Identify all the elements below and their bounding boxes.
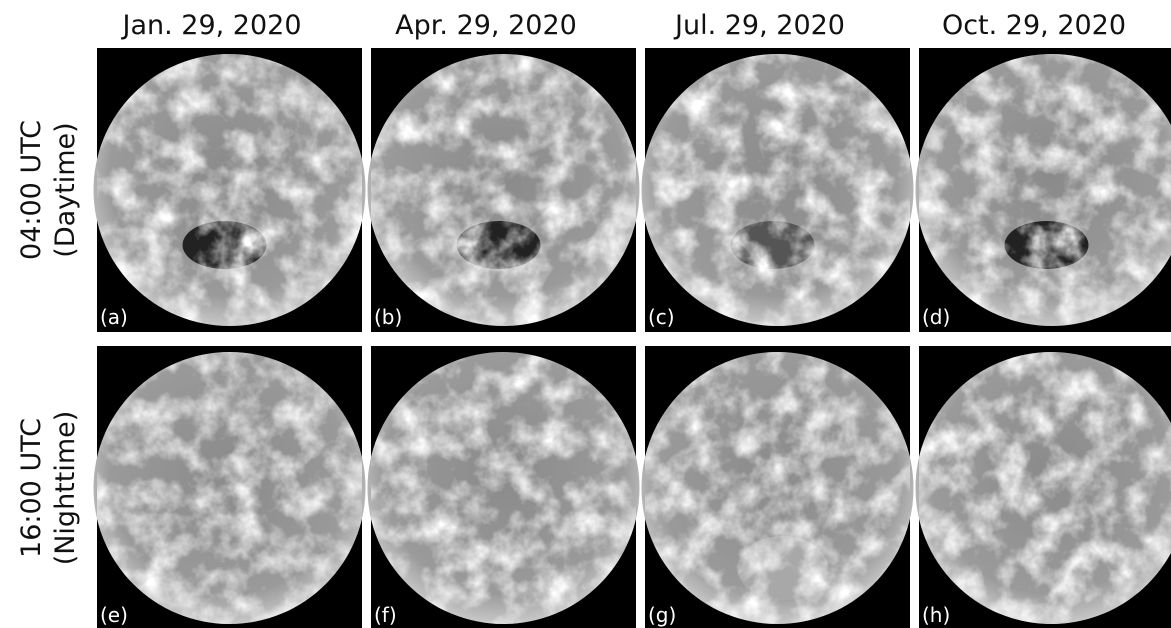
row-label-line: 16:00 UTC [16, 418, 47, 558]
panel-label: (b) [374, 305, 402, 329]
row-label-line: (Nighttime) [50, 411, 81, 566]
panel-label: (d) [922, 305, 950, 329]
panel-label: (f) [374, 603, 397, 627]
satellite-panel: (a) [94, 48, 366, 332]
row-label-line: (Daytime) [50, 122, 81, 257]
clouds [371, 48, 636, 332]
panel-label: (c) [648, 305, 675, 329]
satellite-panel: (h) [916, 346, 1171, 628]
column-title: Jan. 29, 2020 [120, 10, 301, 41]
satellite-panel: (d) [916, 48, 1171, 332]
satellite-panel: (b) [368, 48, 640, 332]
row-label: 16:00 UTC(Nighttime) [16, 411, 81, 566]
clouds [645, 48, 910, 332]
column-title: Oct. 29, 2020 [942, 10, 1126, 41]
column-title: Apr. 29, 2020 [395, 10, 577, 41]
figure: Jan. 29, 2020 Apr. 29, 2020 Jul. 29, 2020 O… [0, 0, 1171, 628]
row-label-line: 04:00 UTC [16, 120, 47, 260]
row-label: 04:00 UTC(Daytime) [16, 120, 81, 260]
panel-label: (a) [100, 305, 128, 329]
satellite-panel: (g) [642, 346, 914, 628]
clouds [97, 48, 362, 332]
panel-label: (g) [648, 603, 676, 627]
satellite-panel: (c) [642, 48, 914, 332]
column-title: Jul. 29, 2020 [673, 10, 845, 41]
satellite-panel: (e) [94, 346, 366, 628]
panel-label: (e) [100, 603, 128, 627]
panel-label: (h) [922, 603, 950, 627]
satellite-panel: (f) [368, 346, 640, 628]
